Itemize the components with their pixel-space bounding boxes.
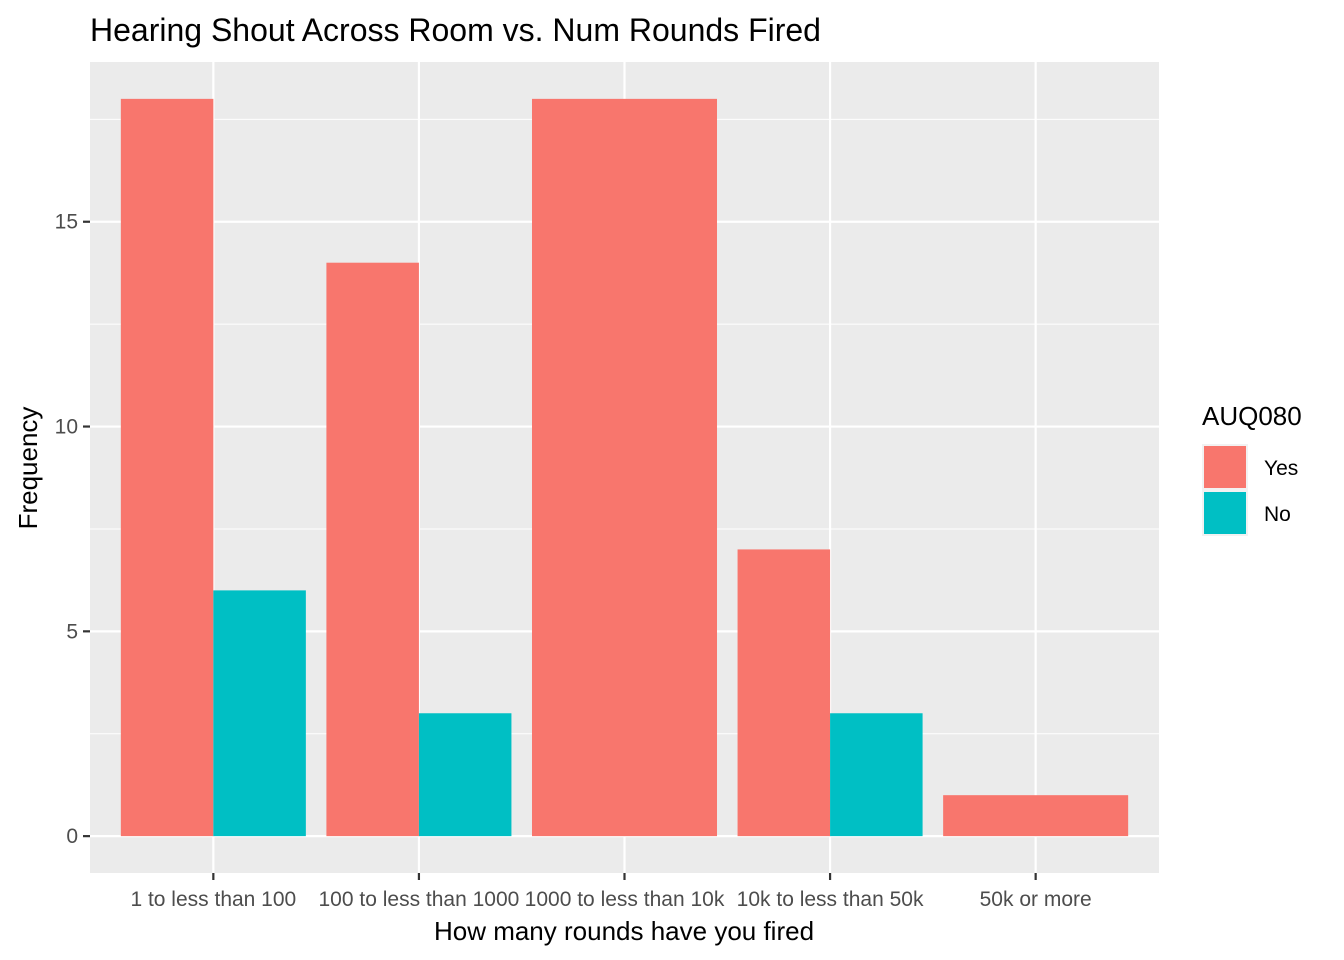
y-tick-label: 5 [66,620,78,643]
y-tick-label: 0 [66,825,78,848]
bar-yes-3 [531,98,718,837]
x-tick-label: 100 to less than 1000 [319,888,520,911]
bar-yes-5 [943,795,1129,837]
bar-no-2 [418,713,512,837]
y-axis-title: Frequency [13,407,43,530]
bars [120,98,1129,837]
x-tick-label: 10k to less than 50k [737,888,924,911]
bar-no-1 [213,590,306,837]
x-axis-title: How many rounds have you fired [434,916,814,946]
y-axis: 0 5 10 15 [55,211,90,848]
legend-swatch-yes [1204,446,1246,488]
bar-no-4 [830,713,923,837]
y-tick-label: 10 [55,416,78,439]
bar-yes-4 [737,549,831,837]
legend-label-yes: Yes [1264,457,1298,480]
legend-swatch-no [1204,492,1246,534]
bar-yes-2 [326,262,419,837]
y-tick-label: 15 [55,211,78,234]
bar-yes-1 [120,98,214,837]
legend-label-no: No [1264,503,1291,526]
x-tick-label: 50k or more [980,888,1092,911]
legend: AUQ080 Yes No [1202,401,1302,536]
x-tick-label: 1000 to less than 10k [525,888,725,911]
legend-title: AUQ080 [1202,401,1302,431]
chart-title: Hearing Shout Across Room vs. Num Rounds… [90,12,821,48]
x-axis: 1 to less than 100 100 to less than 1000 1… [130,873,1092,911]
x-tick-label: 1 to less than 100 [130,888,296,911]
